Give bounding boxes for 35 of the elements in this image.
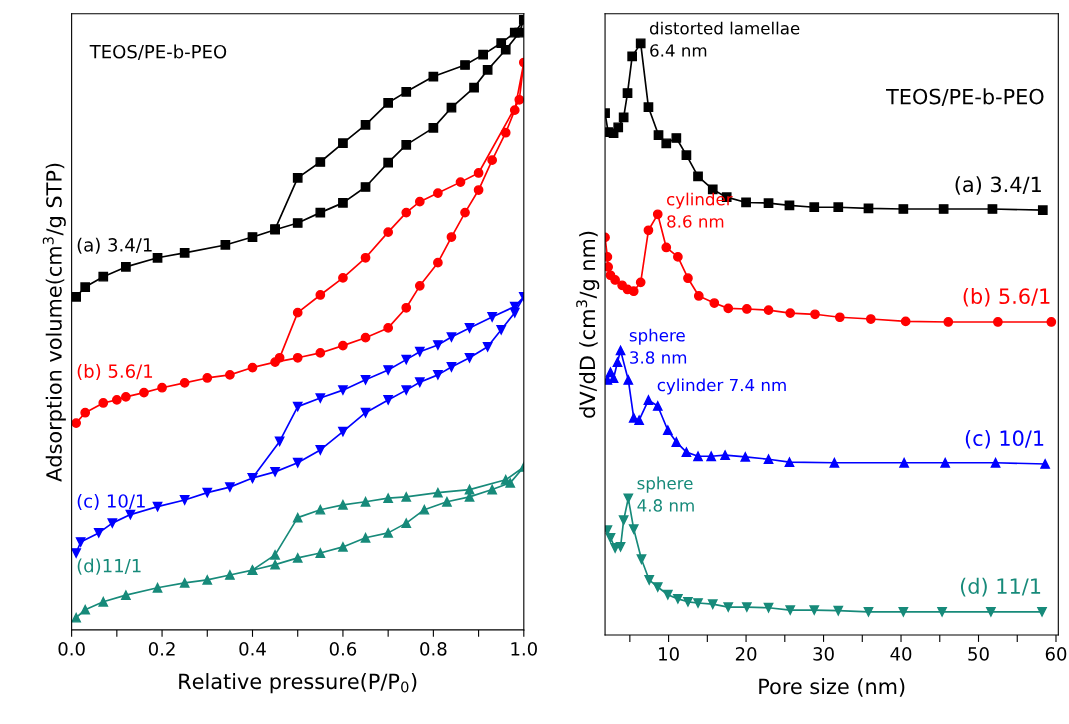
annotation: 3.8 nm xyxy=(630,351,687,364)
x-tick-label: 60 xyxy=(1045,647,1067,661)
series-label: (c) 10/1 xyxy=(965,429,1044,449)
series-label: (c) 10/1 xyxy=(77,493,145,510)
x-tick-label: 0.0 xyxy=(58,642,85,656)
x-axis-title: Relative pressure(P/P$_{0}$) xyxy=(179,673,417,694)
x-tick-label: 1.0 xyxy=(511,642,537,656)
x-tick-label: 10 xyxy=(659,647,679,661)
annotation: sphere xyxy=(637,476,693,493)
annotation: TEOS/PE-b-PEO xyxy=(886,88,1044,107)
series-label: (a) 3.4/1 xyxy=(955,176,1041,195)
series-label: (b) 5.6/1 xyxy=(963,287,1050,307)
x-tick-label: 0.6 xyxy=(329,642,357,656)
series-label: (d) 11/1 xyxy=(960,577,1041,597)
y-axis-title: Adsorption volume(cm$^{3}$/g STP) xyxy=(42,163,66,482)
x-tick-label: 0.4 xyxy=(239,642,266,656)
series-label: (d)11/1 xyxy=(77,558,141,575)
x-tick-label: 20 xyxy=(735,647,757,661)
x-tick-label: 30 xyxy=(813,647,834,661)
annotation: cylinder 7.4 nm xyxy=(657,378,786,395)
x-tick-label: 0.8 xyxy=(420,642,447,656)
annotation: 6.4 nm xyxy=(650,44,707,57)
x-tick-label: 0.2 xyxy=(148,642,175,656)
x-tick-label: 50 xyxy=(968,647,989,661)
annotation: cylinder xyxy=(666,192,733,209)
annotation: 4.8 nm xyxy=(637,499,694,512)
x-axis-title: Pore size (nm) xyxy=(759,678,905,697)
annotation: distorted lamellae xyxy=(649,21,800,35)
x-tick-label: 40 xyxy=(890,647,912,661)
series-label: (a) 3.4/1 xyxy=(77,237,152,254)
annotation: 8.6 nm xyxy=(667,215,724,228)
y-axis-title: dV/dD (cm$^{3}$/g nm) xyxy=(576,231,600,418)
annotation: sphere xyxy=(629,328,685,345)
annotation: TEOS/PE-b-PEO xyxy=(89,44,227,60)
series-label: (b) 5.6/1 xyxy=(77,363,153,381)
